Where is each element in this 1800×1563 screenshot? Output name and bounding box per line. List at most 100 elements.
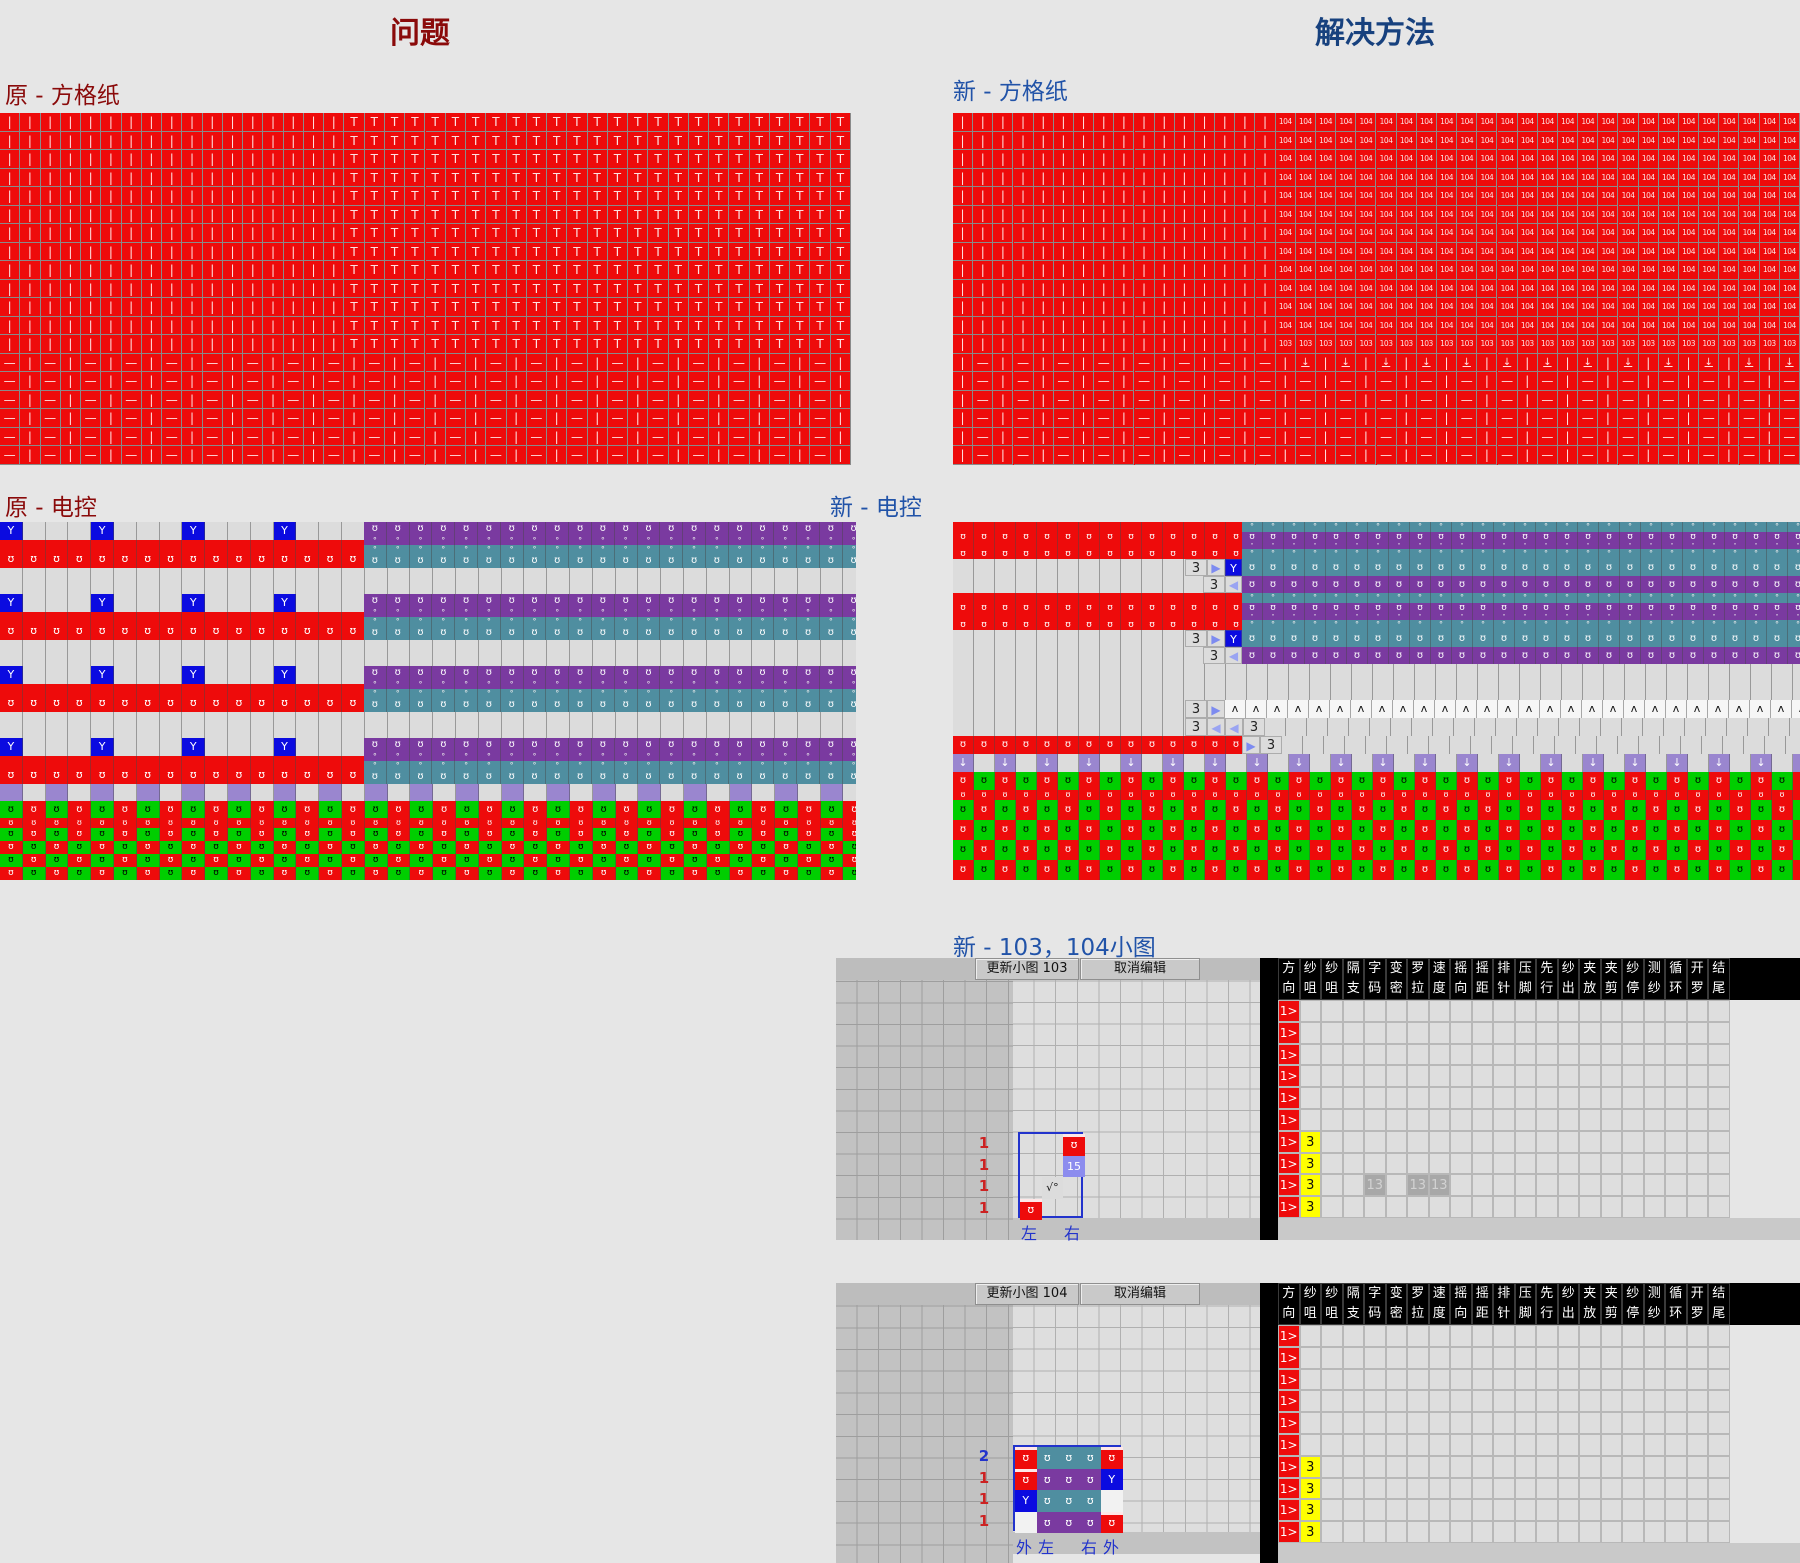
parameter-cell[interactable] — [1321, 1455, 1343, 1478]
parameter-cell[interactable] — [1600, 1455, 1622, 1478]
parameter-cell[interactable] — [1450, 1196, 1472, 1218]
parameter-cell[interactable] — [1471, 1109, 1493, 1131]
parameter-cell[interactable] — [1579, 1065, 1601, 1088]
parameter-cell[interactable] — [1428, 1434, 1450, 1456]
parameter-cell[interactable] — [1407, 1021, 1429, 1044]
parameter-cell[interactable] — [1471, 1434, 1493, 1456]
parameter-cell[interactable] — [1407, 1521, 1429, 1543]
parameter-cell[interactable] — [1450, 1434, 1472, 1456]
parameter-cell[interactable] — [1299, 1043, 1321, 1066]
parameter-cell[interactable] — [1364, 1065, 1386, 1088]
direction-cell[interactable]: 1> — [1278, 1065, 1300, 1088]
direction-cell[interactable]: 1> — [1278, 1196, 1300, 1218]
parameter-cell[interactable] — [1493, 1109, 1515, 1131]
parameter-cell[interactable] — [1342, 1174, 1364, 1197]
parameter-cell[interactable] — [1321, 1130, 1343, 1153]
parameter-cell[interactable] — [1364, 1521, 1386, 1543]
parameter-cell[interactable] — [1450, 1130, 1472, 1153]
parameter-cell[interactable] — [1514, 1065, 1536, 1088]
parameter-cell[interactable] — [1643, 1368, 1665, 1391]
parameter-cell[interactable] — [1536, 1455, 1558, 1478]
parameter-cell[interactable] — [1579, 1477, 1601, 1500]
parameter-cell[interactable] — [1321, 1434, 1343, 1456]
parameter-cell[interactable] — [1493, 1325, 1515, 1347]
parameter-cell[interactable] — [1536, 1109, 1558, 1131]
parameter-cell[interactable] — [1514, 1368, 1536, 1391]
parameter-cell[interactable] — [1450, 1043, 1472, 1066]
parameter-cell[interactable] — [1407, 1065, 1429, 1088]
parameter-cell[interactable] — [1536, 1065, 1558, 1088]
parameter-cell[interactable] — [1708, 1152, 1730, 1175]
parameter-cell[interactable] — [1514, 1412, 1536, 1434]
parameter-cell[interactable] — [1407, 1390, 1429, 1413]
parameter-cell[interactable]: 3 — [1299, 1455, 1321, 1478]
parameter-cell[interactable] — [1450, 1000, 1472, 1022]
parameter-cell[interactable] — [1428, 1412, 1450, 1434]
parameter-cell[interactable] — [1321, 1109, 1343, 1131]
parameter-cell[interactable] — [1686, 1174, 1708, 1197]
parameter-cell[interactable] — [1557, 1434, 1579, 1456]
parameter-cell[interactable] — [1321, 1325, 1343, 1347]
parameter-cell[interactable] — [1450, 1477, 1472, 1500]
parameter-cell[interactable] — [1708, 1021, 1730, 1044]
parameter-cell[interactable] — [1622, 1455, 1644, 1478]
parameter-cell[interactable] — [1686, 1000, 1708, 1022]
parameter-cell[interactable] — [1385, 1130, 1407, 1153]
parameter-cell[interactable] — [1471, 1521, 1493, 1543]
parameter-cell[interactable] — [1686, 1043, 1708, 1066]
parameter-cell[interactable] — [1579, 1174, 1601, 1197]
parameter-cell[interactable] — [1364, 1196, 1386, 1218]
parameter-cell[interactable] — [1385, 1521, 1407, 1543]
parameter-cell[interactable] — [1557, 1346, 1579, 1369]
parameter-cell[interactable]: 3 — [1299, 1152, 1321, 1175]
parameter-cell[interactable] — [1579, 1434, 1601, 1456]
parameter-cell[interactable] — [1643, 1390, 1665, 1413]
parameter-cell[interactable] — [1600, 1390, 1622, 1413]
parameter-cell[interactable] — [1493, 1021, 1515, 1044]
parameter-cell[interactable] — [1450, 1455, 1472, 1478]
parameter-cell[interactable] — [1321, 1521, 1343, 1543]
parameter-cell[interactable] — [1450, 1021, 1472, 1044]
direction-cell[interactable]: 1> — [1278, 1325, 1300, 1347]
parameter-cell[interactable] — [1708, 1477, 1730, 1500]
parameter-cell[interactable] — [1493, 1000, 1515, 1022]
parameter-cell[interactable] — [1471, 1152, 1493, 1175]
parameter-cell[interactable] — [1407, 1325, 1429, 1347]
parameter-cell[interactable] — [1665, 1434, 1687, 1456]
parameter-cell[interactable] — [1450, 1521, 1472, 1543]
parameter-cell[interactable]: 13 — [1364, 1174, 1386, 1197]
direction-cell[interactable]: 1> — [1278, 1499, 1300, 1522]
parameter-cell[interactable] — [1321, 1477, 1343, 1500]
parameter-cell[interactable] — [1536, 1021, 1558, 1044]
parameter-cell[interactable] — [1385, 1109, 1407, 1131]
parameter-cell[interactable] — [1407, 1130, 1429, 1153]
parameter-cell[interactable] — [1342, 1152, 1364, 1175]
parameter-cell[interactable] — [1493, 1412, 1515, 1434]
parameter-cell[interactable] — [1622, 1499, 1644, 1522]
parameter-cell[interactable] — [1557, 1000, 1579, 1022]
parameter-cell[interactable] — [1622, 1043, 1644, 1066]
parameter-cell[interactable] — [1622, 1346, 1644, 1369]
parameter-cell[interactable] — [1321, 1043, 1343, 1066]
parameter-cell[interactable] — [1514, 1346, 1536, 1369]
parameter-cell[interactable] — [1643, 1021, 1665, 1044]
parameter-cell[interactable] — [1493, 1174, 1515, 1197]
parameter-cell[interactable] — [1321, 1174, 1343, 1197]
parameter-cell[interactable] — [1428, 1455, 1450, 1478]
parameter-cell[interactable] — [1385, 1455, 1407, 1478]
parameter-cell[interactable] — [1321, 1021, 1343, 1044]
parameter-cell[interactable] — [1600, 1174, 1622, 1197]
parameter-cell[interactable] — [1579, 1521, 1601, 1543]
parameter-cell[interactable] — [1471, 1455, 1493, 1478]
parameter-cell[interactable] — [1493, 1368, 1515, 1391]
parameter-cell[interactable] — [1536, 1412, 1558, 1434]
direction-cell[interactable]: 1> — [1278, 1346, 1300, 1369]
parameter-cell[interactable] — [1622, 1152, 1644, 1175]
parameter-cell[interactable] — [1579, 1499, 1601, 1522]
parameter-cell[interactable] — [1665, 1390, 1687, 1413]
parameter-cell[interactable] — [1407, 1477, 1429, 1500]
parameter-cell[interactable] — [1514, 1109, 1536, 1131]
parameter-cell[interactable] — [1407, 1043, 1429, 1066]
parameter-cell[interactable] — [1407, 1109, 1429, 1131]
